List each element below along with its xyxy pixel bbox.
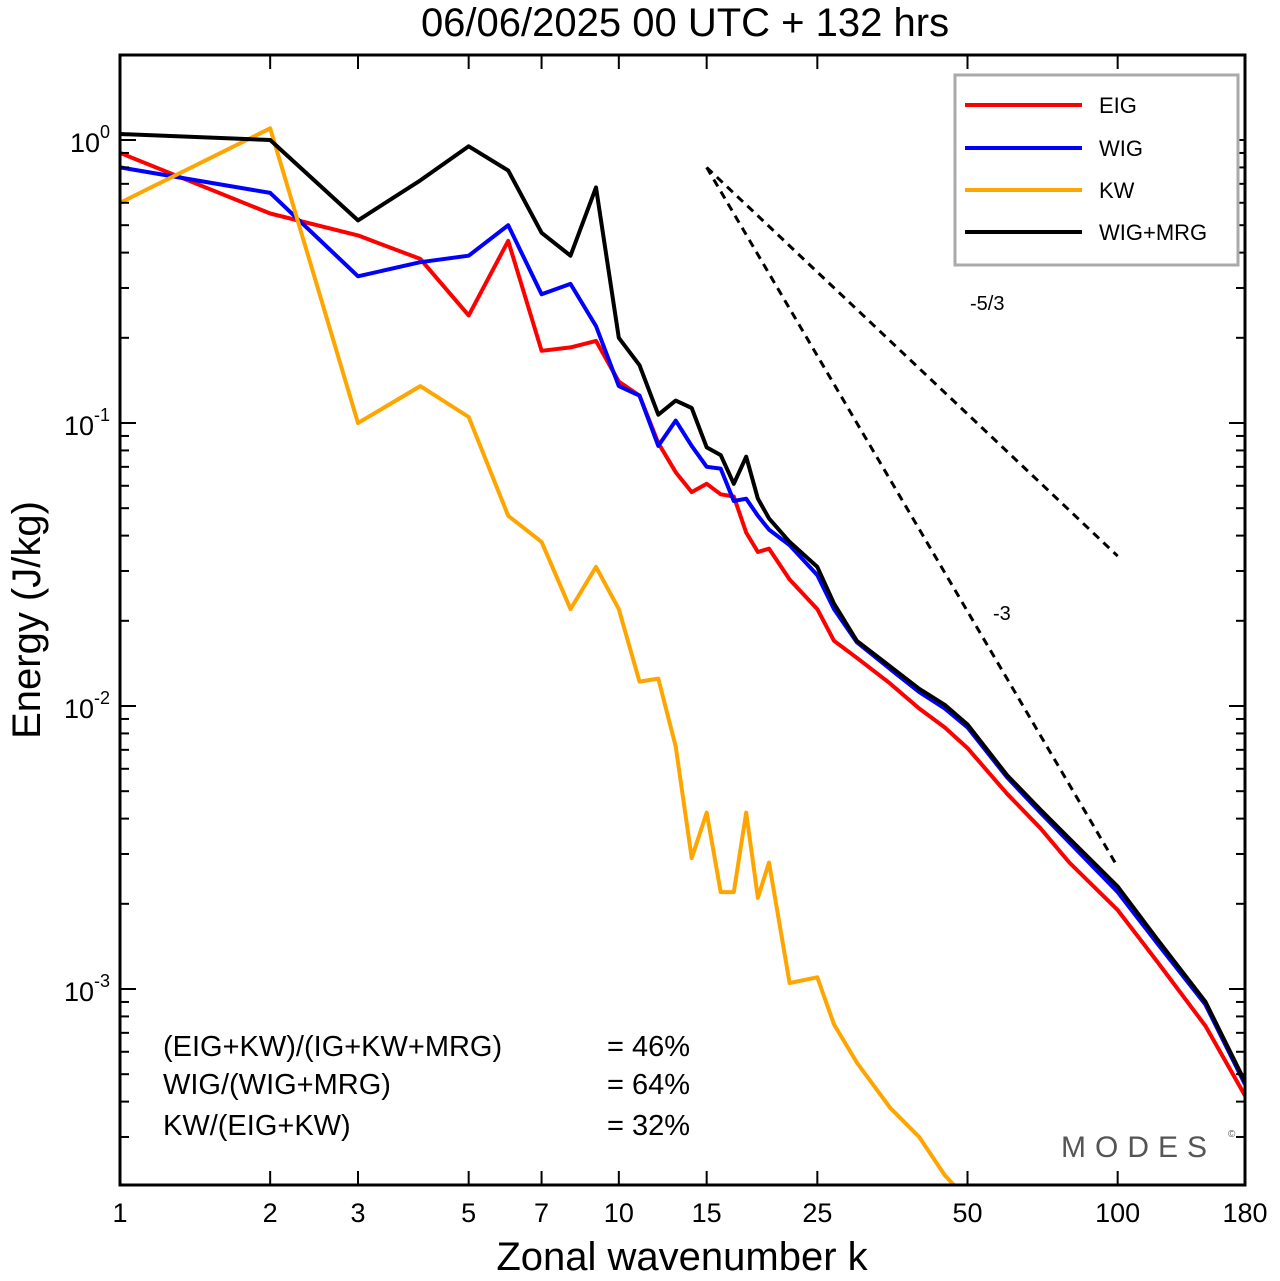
copyright-symbol: © bbox=[1228, 1129, 1236, 1140]
legend-label-wig-mrg: WIG+MRG bbox=[1099, 220, 1207, 245]
annotation-label: KW/(EIG+KW) bbox=[163, 1110, 351, 1142]
x-tick-label: 7 bbox=[534, 1198, 549, 1228]
annotation-label: WIG/(WIG+MRG) bbox=[163, 1069, 391, 1101]
series-group bbox=[120, 126, 1245, 1185]
annotation-value: = 32% bbox=[607, 1110, 690, 1142]
series-line-eig bbox=[120, 151, 1245, 1097]
x-tick-label: 2 bbox=[263, 1198, 278, 1228]
x-tick-label: 50 bbox=[952, 1198, 982, 1228]
ratio-annotations: (EIG+KW)/(IG+KW+MRG) = 46% WIG/(WIG+MRG)… bbox=[163, 1031, 690, 1142]
series-line-kw bbox=[120, 126, 957, 1185]
series-line-wig bbox=[120, 165, 1245, 1086]
y-tick-label: 10-1 bbox=[64, 405, 110, 441]
x-tick-label: 3 bbox=[350, 1198, 365, 1228]
annotation-value: = 46% bbox=[607, 1031, 690, 1063]
y-tick-labels: 100 10-1 10-2 10-3 bbox=[64, 122, 110, 1007]
legend-label-kw: KW bbox=[1099, 178, 1135, 203]
y-tick-label: 10-3 bbox=[64, 971, 110, 1007]
y-axis-title: Energy (J/kg) bbox=[5, 501, 49, 739]
x-tick-label: 15 bbox=[692, 1198, 722, 1228]
slope-line-0 bbox=[705, 166, 1119, 558]
annotation-value: = 64% bbox=[607, 1069, 690, 1101]
slope-label-five-thirds: -5/3 bbox=[970, 293, 1004, 315]
x-tick-label: 25 bbox=[802, 1198, 832, 1228]
x-tick-label: 1 bbox=[112, 1198, 127, 1228]
x-tick-label: 10 bbox=[604, 1198, 634, 1228]
chart-title: 06/06/2025 00 UTC + 132 hrs bbox=[421, 1, 949, 45]
x-axis-title: Zonal wavenumber k bbox=[496, 1235, 868, 1279]
y-tick-label: 100 bbox=[70, 122, 110, 158]
slope-line-1 bbox=[705, 166, 1119, 868]
legend: EIG WIG KW WIG+MRG bbox=[953, 73, 1240, 267]
annotation-label: (EIG+KW)/(IG+KW+MRG) bbox=[163, 1031, 502, 1063]
modes-watermark: MODES bbox=[1061, 1131, 1216, 1164]
legend-label-wig: WIG bbox=[1099, 136, 1143, 161]
x-tick-label: 5 bbox=[461, 1198, 476, 1228]
x-tick-labels: 1 2 3 5 7 10 15 25 50 100 180 bbox=[112, 1198, 1267, 1228]
x-tick-label: 100 bbox=[1095, 1198, 1140, 1228]
x-tick-label: 180 bbox=[1222, 1198, 1267, 1228]
slope-label-three: -3 bbox=[993, 603, 1011, 625]
y-tick-label: 10-2 bbox=[64, 688, 110, 724]
legend-label-eig: EIG bbox=[1099, 93, 1137, 118]
series-line-wig-mrg bbox=[120, 132, 1245, 1083]
reference-lines bbox=[705, 166, 1119, 868]
